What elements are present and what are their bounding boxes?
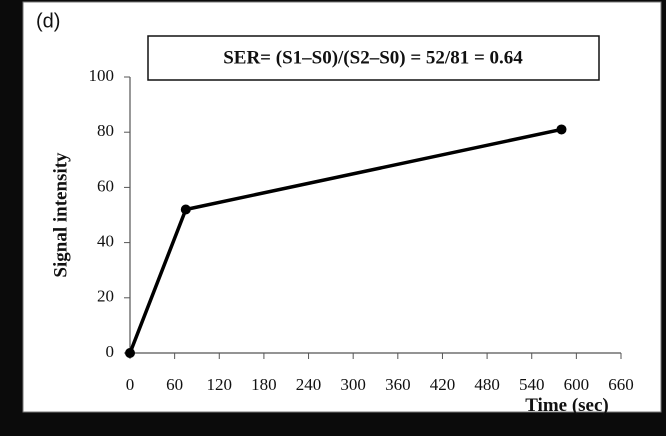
annotation: SER= (S1–S0)/(S2–S0) = 52/81 = 0.64 bbox=[223, 47, 523, 68]
x-axis-label: Time (sec) bbox=[525, 395, 609, 416]
y-tick-label: 60 bbox=[97, 176, 114, 195]
panel-label: (d) bbox=[36, 10, 60, 32]
x-tick-label: 300 bbox=[340, 375, 366, 394]
x-tick-label: 120 bbox=[207, 375, 233, 394]
x-tick-label: 240 bbox=[296, 375, 322, 394]
y-tick-label: 80 bbox=[97, 121, 114, 140]
x-tick-label: 180 bbox=[251, 375, 277, 394]
x-tick-label: 0 bbox=[126, 375, 135, 394]
y-tick-label: 0 bbox=[106, 342, 115, 361]
y-tick-label: 20 bbox=[97, 287, 114, 306]
point bbox=[125, 348, 135, 358]
y-axis-label: Signal intensity bbox=[50, 152, 71, 278]
x-tick-label: 480 bbox=[474, 375, 500, 394]
x-tick-label: 360 bbox=[385, 375, 411, 394]
x-tick-label: 600 bbox=[564, 375, 590, 394]
x-tick-label: 420 bbox=[430, 375, 456, 394]
x-tick-label: 60 bbox=[166, 375, 183, 394]
x-tick-label: 540 bbox=[519, 375, 545, 394]
chart: (d) SER= (S1–S0)/(S2–S0) = 52/81 = 0.64 … bbox=[0, 0, 666, 436]
point bbox=[556, 124, 566, 134]
x-tick-label: 660 bbox=[608, 375, 634, 394]
y-tick-label: 100 bbox=[89, 66, 115, 85]
y-tick-label: 40 bbox=[97, 232, 114, 251]
point bbox=[181, 204, 191, 214]
